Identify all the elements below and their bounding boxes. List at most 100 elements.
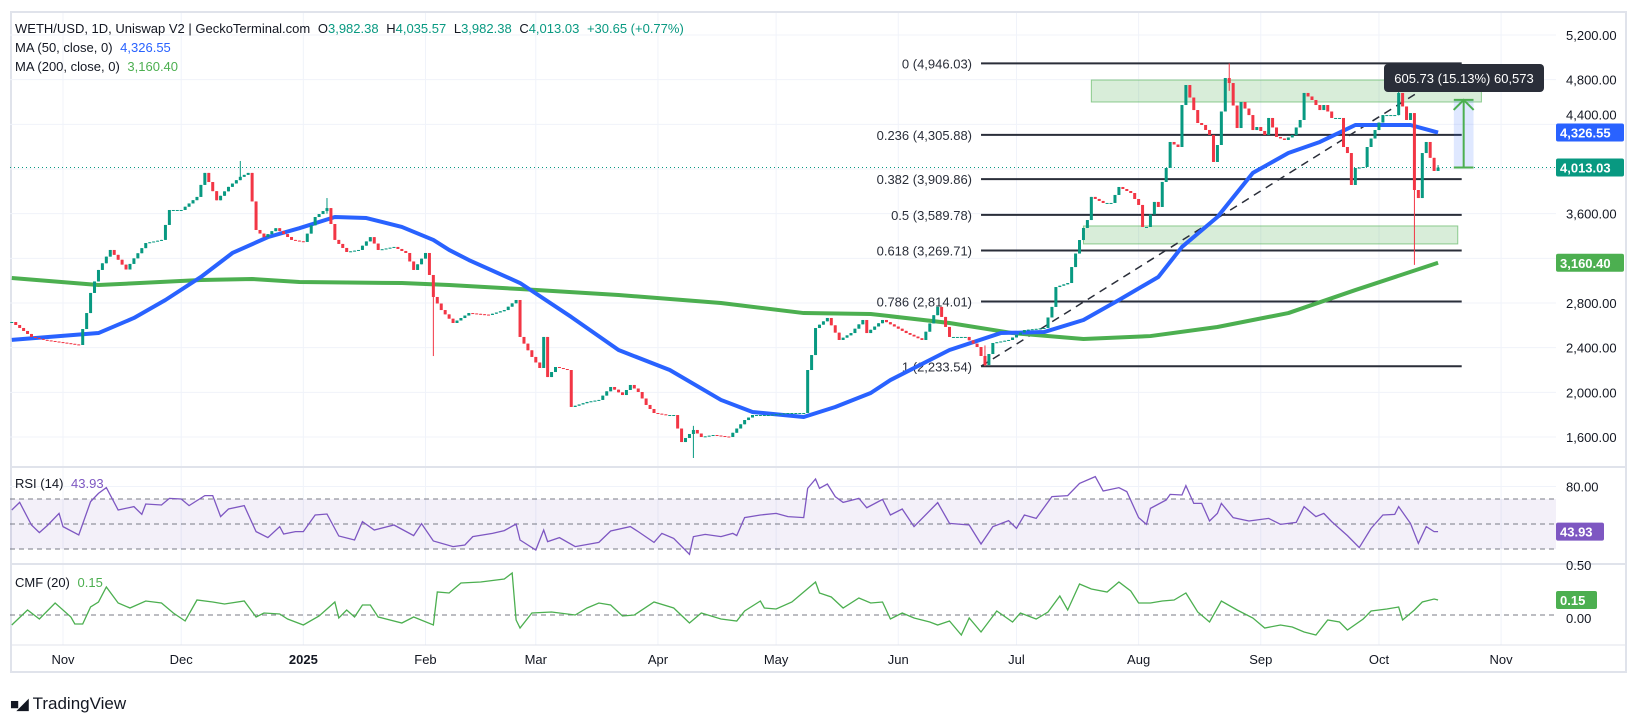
candle[interactable] [810, 355, 814, 371]
candle[interactable] [569, 370, 573, 407]
candle[interactable] [991, 342, 995, 354]
candle[interactable] [1401, 92, 1405, 107]
candle[interactable] [1196, 110, 1200, 123]
candle[interactable] [1282, 138, 1286, 140]
candle[interactable] [849, 333, 853, 336]
candle[interactable] [463, 315, 467, 319]
candle[interactable] [1148, 214, 1152, 227]
candle[interactable] [526, 343, 530, 351]
candle[interactable] [845, 335, 849, 338]
candle[interactable] [183, 206, 187, 210]
candle[interactable] [684, 438, 688, 443]
candle[interactable] [1243, 102, 1247, 109]
candle[interactable] [715, 435, 719, 437]
candle[interactable] [944, 316, 948, 327]
candle[interactable] [1247, 108, 1251, 116]
candle[interactable] [1026, 329, 1030, 331]
candle[interactable] [171, 209, 175, 211]
candle[interactable] [191, 200, 195, 204]
cmf-legend[interactable]: CMF (20) 0.15 [15, 575, 103, 590]
candle[interactable] [979, 347, 983, 356]
candle[interactable] [1058, 285, 1062, 288]
candle[interactable] [912, 334, 916, 337]
candle[interactable] [597, 399, 601, 401]
candle[interactable] [1105, 202, 1109, 204]
candle[interactable] [821, 321, 825, 325]
candle[interactable] [309, 225, 313, 234]
candle[interactable] [1121, 186, 1125, 189]
candle[interactable] [108, 249, 112, 257]
candle[interactable] [774, 414, 778, 416]
candle[interactable] [329, 208, 333, 225]
candle[interactable] [1259, 127, 1263, 131]
candle[interactable] [1436, 167, 1440, 171]
candle[interactable] [963, 336, 967, 338]
candle[interactable] [93, 281, 97, 293]
candle[interactable] [932, 315, 936, 324]
candle[interactable] [431, 274, 435, 297]
candle[interactable] [1286, 137, 1290, 140]
candle[interactable] [1062, 284, 1066, 286]
candle[interactable] [676, 415, 680, 429]
candle[interactable] [1192, 97, 1196, 111]
candle[interactable] [152, 241, 156, 243]
candle[interactable] [908, 333, 912, 335]
candle[interactable] [1326, 105, 1330, 112]
candle[interactable] [211, 182, 215, 192]
candle[interactable] [719, 435, 723, 437]
candle[interactable] [1365, 147, 1369, 167]
candle[interactable] [1381, 115, 1385, 123]
candle[interactable] [1211, 134, 1215, 162]
candle[interactable] [18, 324, 22, 328]
candle[interactable] [609, 386, 613, 392]
candle[interactable] [57, 341, 61, 343]
candle[interactable] [423, 252, 427, 259]
candle[interactable] [664, 414, 668, 416]
candle[interactable] [408, 252, 412, 262]
candle[interactable] [207, 172, 211, 183]
ma50-line[interactable] [11, 123, 1439, 420]
candle[interactable] [770, 414, 774, 416]
candle[interactable] [195, 196, 199, 201]
candle[interactable] [561, 367, 565, 370]
candle[interactable] [234, 180, 238, 184]
candle[interactable] [1342, 117, 1345, 148]
candle[interactable] [766, 415, 770, 417]
candle[interactable] [187, 203, 191, 207]
candle[interactable] [518, 299, 522, 337]
candle[interactable] [920, 338, 924, 340]
candle[interactable] [443, 310, 447, 315]
candle[interactable] [873, 326, 877, 330]
candle[interactable] [1377, 122, 1381, 131]
candle[interactable] [1011, 337, 1015, 340]
candle[interactable] [754, 415, 758, 417]
candle[interactable] [794, 413, 798, 415]
candle[interactable] [806, 370, 810, 414]
candle[interactable] [881, 319, 885, 324]
candle[interactable] [1137, 198, 1141, 205]
candle[interactable] [971, 340, 975, 344]
candle[interactable] [648, 404, 652, 409]
candle[interactable] [337, 239, 341, 244]
candle[interactable] [1416, 189, 1420, 199]
candle[interactable] [384, 248, 388, 250]
candle[interactable] [853, 328, 857, 334]
candle[interactable] [1298, 119, 1302, 128]
candle[interactable] [743, 420, 747, 425]
candle[interactable] [297, 240, 301, 242]
candle[interactable] [1050, 306, 1054, 318]
candle[interactable] [546, 336, 550, 378]
candle[interactable] [282, 231, 286, 235]
candle[interactable] [1180, 105, 1184, 148]
candle[interactable] [1109, 202, 1113, 204]
candle[interactable] [829, 317, 833, 326]
candle[interactable] [313, 217, 317, 226]
candle[interactable] [345, 247, 349, 252]
candle[interactable] [258, 229, 262, 234]
candle[interactable] [1007, 339, 1011, 341]
candle[interactable] [1290, 134, 1294, 138]
candle[interactable] [983, 355, 987, 365]
candle[interactable] [786, 413, 790, 415]
candle[interactable] [372, 237, 376, 244]
candle[interactable] [1018, 332, 1022, 336]
